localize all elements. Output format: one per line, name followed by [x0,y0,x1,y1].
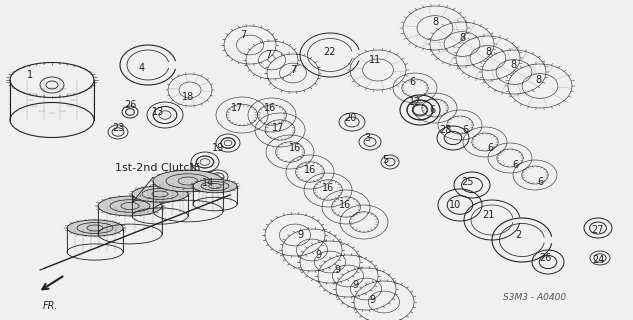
Text: 22: 22 [323,47,336,57]
Text: 8: 8 [432,17,438,27]
Text: 2: 2 [515,230,521,240]
Text: 14: 14 [202,178,214,188]
Text: 21: 21 [482,210,494,220]
Text: 13: 13 [152,107,164,117]
Ellipse shape [153,170,223,192]
Text: 6: 6 [512,160,518,170]
Text: 8: 8 [459,33,465,43]
Ellipse shape [98,196,162,216]
Text: 8: 8 [535,75,541,85]
Text: 16: 16 [322,183,334,193]
Text: 7: 7 [265,50,271,60]
Text: 9: 9 [315,250,321,260]
Text: 1: 1 [27,70,33,80]
Text: 8: 8 [485,47,491,57]
Text: 4: 4 [139,63,145,73]
Text: 7: 7 [240,30,246,40]
Text: 27: 27 [592,225,605,235]
Text: 6: 6 [537,177,543,187]
Text: 9: 9 [334,265,340,275]
Ellipse shape [193,179,237,193]
Text: 16: 16 [304,165,316,175]
Text: 17: 17 [272,123,284,133]
Text: 28: 28 [439,125,451,135]
Text: 23: 23 [112,123,124,133]
Text: 5: 5 [382,155,388,165]
Ellipse shape [67,220,123,236]
Text: S3M3 - A0400: S3M3 - A0400 [503,293,566,302]
Text: 10: 10 [449,200,461,210]
Text: 16: 16 [289,143,301,153]
Text: 26: 26 [124,100,136,110]
Ellipse shape [132,186,188,202]
Text: 25: 25 [461,177,474,187]
Text: 15: 15 [189,163,201,173]
Text: 8: 8 [510,60,516,70]
Text: 6: 6 [487,143,493,153]
Text: 26: 26 [539,253,551,263]
Text: 7: 7 [290,65,296,75]
Text: 19: 19 [212,143,224,153]
Text: 17: 17 [231,103,243,113]
Text: FR.: FR. [42,301,58,311]
Text: 6: 6 [462,125,468,135]
Text: 3: 3 [364,133,370,143]
Text: 6: 6 [409,77,415,87]
Text: 11: 11 [369,55,381,65]
Text: 9: 9 [369,295,375,305]
Text: 20: 20 [344,113,356,123]
Text: 6: 6 [429,105,435,115]
Text: 24: 24 [592,255,604,265]
Text: 18: 18 [182,92,194,102]
Text: 1st-2nd Clutch: 1st-2nd Clutch [115,163,197,173]
Text: 16: 16 [339,200,351,210]
Text: 12: 12 [409,97,421,107]
Text: 9: 9 [297,230,303,240]
Text: 16: 16 [264,103,276,113]
Text: 9: 9 [352,280,358,290]
